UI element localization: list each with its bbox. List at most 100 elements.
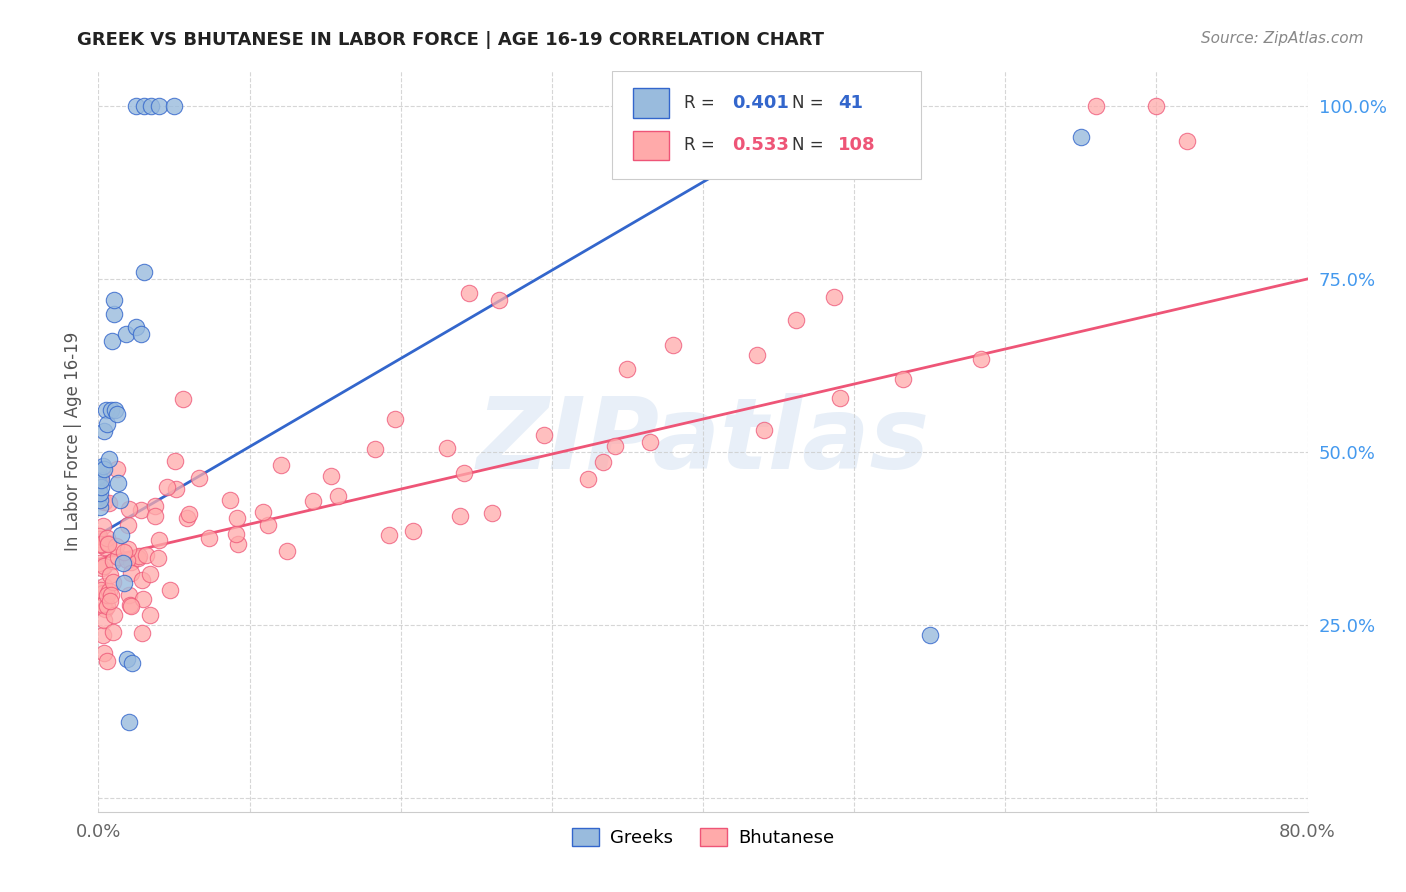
Point [481, 506, 503, 520]
Point [891, 372, 914, 386]
Point [96, 588, 118, 602]
Point [1085, 99, 1108, 113]
Point [94, 540, 117, 554]
Point [89, 493, 111, 508]
Point [97, 535, 120, 549]
Point [90, 538, 112, 552]
Point [115, 652, 138, 666]
Point [87, 556, 110, 570]
Point [93, 494, 115, 508]
Point [141, 99, 163, 113]
Point [91, 586, 114, 600]
Point [457, 285, 479, 300]
Point [131, 503, 153, 517]
Point [87, 490, 110, 504]
Point [91, 627, 114, 641]
Point [93, 613, 115, 627]
Point [128, 549, 150, 563]
Point [117, 541, 139, 556]
Point [616, 362, 638, 376]
Point [148, 533, 170, 547]
Point [101, 334, 124, 349]
Point [96, 417, 118, 432]
Point [1175, 134, 1198, 148]
Y-axis label: In Labor Force | Age 16-19: In Labor Force | Age 16-19 [65, 332, 83, 551]
Point [752, 423, 775, 437]
Point [1144, 99, 1167, 113]
Point [89, 500, 111, 515]
Point [103, 607, 125, 622]
Point [225, 511, 247, 525]
Point [225, 527, 247, 541]
Point [94, 403, 117, 417]
Point [1070, 130, 1092, 145]
Point [100, 568, 122, 582]
Point [131, 573, 153, 587]
Point [139, 608, 162, 623]
Point [276, 544, 298, 558]
Point [90, 473, 112, 487]
Point [148, 551, 170, 566]
Point [108, 493, 131, 508]
Point [270, 458, 292, 473]
Point [114, 327, 136, 342]
Point [87, 476, 110, 491]
Point [90, 536, 112, 550]
Text: N =: N = [793, 95, 830, 112]
Point [97, 583, 120, 598]
Point [104, 539, 127, 553]
Point [163, 453, 186, 467]
Point [104, 403, 127, 417]
Point [93, 462, 115, 476]
Point [96, 531, 118, 545]
Point [402, 524, 425, 539]
Point [103, 306, 125, 320]
Point [302, 494, 325, 508]
Point [159, 583, 181, 598]
Point [172, 392, 194, 406]
Point [118, 502, 141, 516]
Point [93, 601, 115, 615]
Point [177, 508, 200, 522]
Point [96, 654, 118, 668]
Point [436, 442, 458, 456]
Text: ZIPatlas: ZIPatlas [477, 393, 929, 490]
Point [100, 588, 122, 602]
Point [111, 556, 134, 570]
Point [96, 599, 118, 613]
Point [198, 531, 221, 545]
Point [98, 451, 121, 466]
Point [145, 509, 167, 524]
Point [156, 480, 179, 494]
Point [90, 560, 112, 574]
Point [93, 558, 115, 573]
Point [125, 99, 148, 113]
Point [823, 290, 845, 304]
Point [101, 624, 124, 639]
Text: 41: 41 [838, 95, 863, 112]
Point [107, 549, 129, 564]
Point [110, 528, 132, 542]
Point [165, 482, 187, 496]
Point [125, 320, 148, 334]
Point [326, 489, 349, 503]
Point [98, 594, 121, 608]
Point [132, 265, 155, 279]
Point [93, 647, 115, 661]
Point [91, 519, 114, 533]
Point [132, 99, 155, 113]
Point [252, 505, 274, 519]
Point [132, 591, 155, 606]
Text: GREEK VS BHUTANESE IN LABOR FORCE | AGE 16-19 CORRELATION CHART: GREEK VS BHUTANESE IN LABOR FORCE | AGE … [77, 31, 824, 49]
Point [163, 99, 186, 113]
FancyBboxPatch shape [613, 71, 921, 178]
Point [101, 574, 124, 589]
Point [135, 548, 157, 562]
Point [592, 455, 614, 469]
Point [107, 476, 129, 491]
Point [89, 486, 111, 500]
Text: 108: 108 [838, 136, 876, 154]
Text: Source: ZipAtlas.com: Source: ZipAtlas.com [1201, 31, 1364, 46]
Point [127, 551, 149, 566]
Point [603, 439, 626, 453]
